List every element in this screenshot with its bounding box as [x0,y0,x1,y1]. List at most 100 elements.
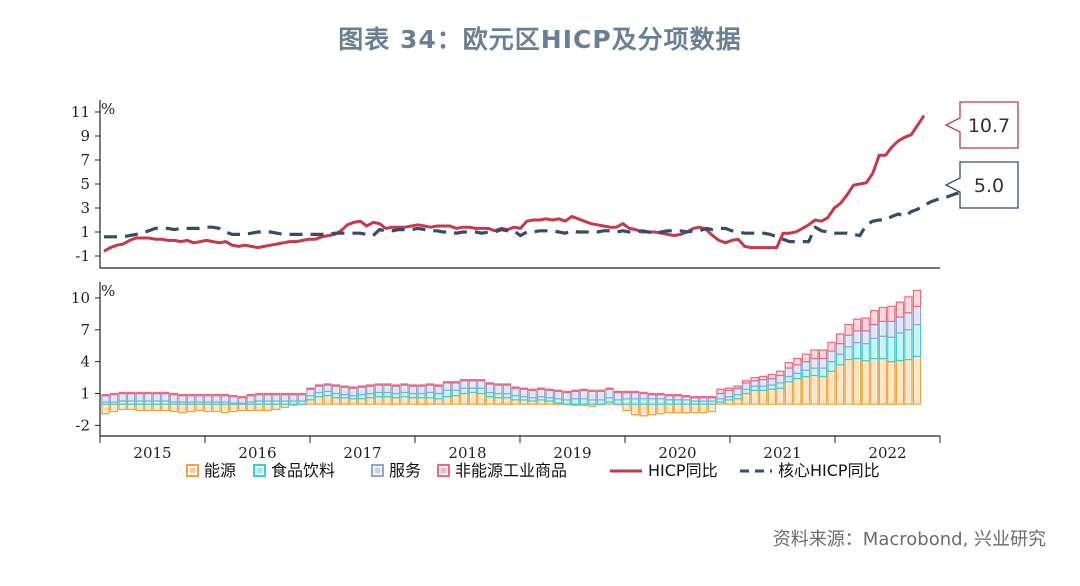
bar-segment-fill [803,355,809,361]
source-note: 资料来源：Macrobond, 兴业研究 [772,529,1046,550]
bar-segment-fill [453,383,458,390]
bar-segment-fill [419,394,424,397]
legend-swatch-fill [374,467,381,474]
bar-segment-fill [163,402,168,404]
bar-segment [425,383,435,386]
bar-segment-fill [197,396,202,401]
bar-segment-fill [145,405,151,410]
bar-segment [289,392,298,396]
bar-segment [912,289,922,308]
bar-segment-fill [419,387,424,393]
bar-segment-fill [846,347,851,359]
bar-segment-fill [820,359,826,368]
line-panel: % 11 9 7 5 3 1 -1 [71,100,989,269]
bar-segment [451,381,460,384]
bar-segment-fill [812,351,817,358]
bar-segment-fill [410,387,416,393]
bar-segment [195,393,204,397]
bar-segment-fill [709,402,715,404]
bar-segment-fill [615,400,621,404]
bar-segment-fill [521,397,527,399]
bar-segment [468,379,477,382]
bar-segment-fill [171,405,176,411]
bar-segment-fill [231,397,236,403]
bar-segment-fill [607,390,612,397]
bar-segment [844,323,853,336]
bar-segment-fill [359,388,364,394]
bar-segment [246,393,255,397]
bar-segment-fill [145,402,151,404]
bar-segment-fill [701,402,706,404]
bar-segment-fill [180,405,185,412]
bar-segment [870,310,879,326]
bar-segment-fill [427,386,433,392]
bar-segment-fill [342,395,347,397]
series-line [103,114,926,253]
bar-segment-fill [786,382,791,404]
bar-segment-fill [513,389,518,395]
bar-segment-fill [479,394,484,404]
bar-segment-fill [538,397,544,399]
bar-segment [767,373,776,380]
bar-segment-fill [897,303,903,317]
bar-segment-fill [368,387,373,393]
bar-segment-fill [137,394,142,400]
bar-segment-fill [487,397,493,404]
bar-segment [485,382,495,385]
bar-segment-fill [111,405,117,411]
bar-segment-fill [752,378,757,380]
bar-segment-fill [342,398,347,404]
bar-segment-fill [350,389,356,395]
bar-segment-fill [598,400,604,404]
bar-segment-fill [632,399,638,404]
bar-segment-fill [914,325,920,356]
bar-segment-fill [590,392,595,399]
bar-segment-fill [256,395,262,400]
bar-segment [434,384,443,387]
bar-segment-fill [461,394,467,404]
bar-segment [178,393,187,397]
bar-segment [314,384,324,387]
bar-segment-fill [444,397,450,404]
bar-segment-fill [188,396,194,401]
y-tick-label: 9 [80,127,90,145]
bar-segment-fill [795,379,800,404]
bar-segment [571,389,580,393]
bar-segment-fill [897,318,903,332]
bar-segment-fill [530,391,535,397]
bar-segment-fill [436,399,441,404]
bar-segment [630,390,640,394]
legend-swatch-fill [256,467,263,474]
bar-segment-fill [641,399,646,404]
bar-segment-fill [837,355,843,364]
bar-segment [511,386,520,389]
bar-segment [528,388,537,392]
bar-segment [665,393,674,397]
callout-box [944,101,1019,149]
bar-segment-fill [726,391,732,396]
bar-segment-fill [795,374,800,378]
bar-segment [238,396,247,399]
bar-segment-fill [675,405,680,412]
bar-segment-fill [829,352,834,361]
bar-segment-fill [889,362,894,404]
bar-segment-fill [385,393,390,396]
bar-segment [263,392,272,396]
bar-segment-fill [872,325,877,338]
legend-label: 核心HICP同比 [778,461,880,480]
bar-segment-fill [769,379,774,384]
bar-segment-fill [555,399,561,402]
bar-segment-fill [684,405,689,412]
bar-segment-fill [547,398,552,400]
x-axis: 2015 2016 2017 2018 2019 2020 2021 2022 [99,435,941,462]
bar-segment [331,384,341,387]
bar-segment [622,390,631,394]
bar-segment-fill [504,394,510,397]
bar-segment-fill [111,395,117,401]
bar-segment [759,375,768,381]
bar-segment [861,317,870,332]
bar-segment-fill [795,359,800,364]
bar-segment-fill [837,344,843,354]
bar-segment [784,362,793,369]
bar-segment-fill [385,397,390,404]
